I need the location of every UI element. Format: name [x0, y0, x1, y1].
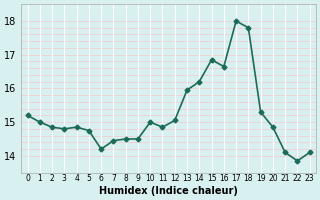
- X-axis label: Humidex (Indice chaleur): Humidex (Indice chaleur): [99, 186, 238, 196]
